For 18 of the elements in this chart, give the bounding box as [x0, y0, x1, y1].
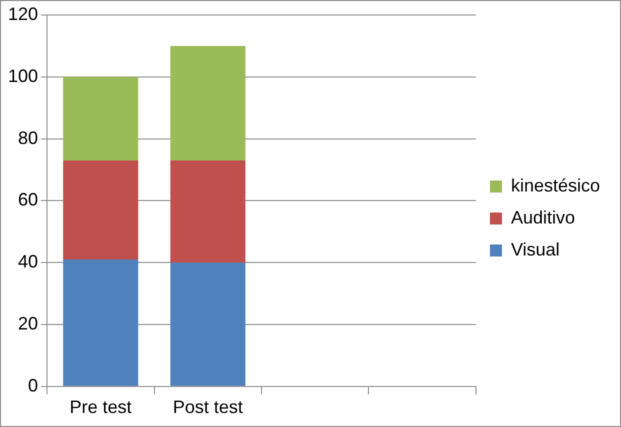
- bar: [170, 262, 246, 386]
- legend-label: Auditivo: [510, 207, 576, 228]
- y-tick-label: 80: [18, 128, 38, 148]
- legend-label: kinestésico: [510, 175, 600, 196]
- y-tick-label: 20: [18, 313, 38, 334]
- y-tick-label: 0: [28, 375, 38, 396]
- y-tick-label: 120: [8, 4, 38, 24]
- x-tick-label: Post test: [172, 397, 243, 418]
- x-tick-label: Pre test: [70, 397, 132, 418]
- bar: [170, 46, 246, 160]
- bar: [63, 260, 138, 386]
- bar: [63, 160, 138, 260]
- y-tick-label: 60: [18, 190, 38, 210]
- bar: [63, 76, 138, 160]
- y-tick-label: 100: [8, 66, 38, 86]
- bar: [170, 160, 246, 263]
- y-tick-label: 40: [18, 252, 38, 272]
- legend-label: Visual: [510, 239, 560, 260]
